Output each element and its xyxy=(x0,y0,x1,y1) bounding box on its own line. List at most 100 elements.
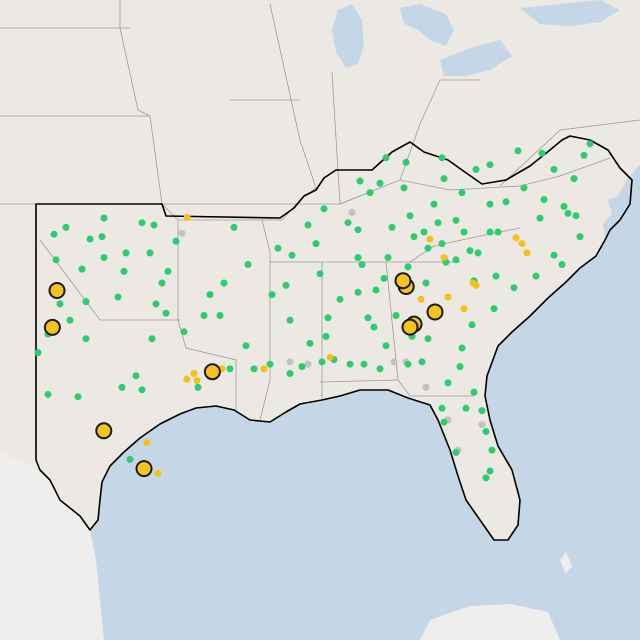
gray-marker[interactable] xyxy=(178,229,186,237)
yellow-marker[interactable] xyxy=(518,240,526,248)
green-marker[interactable] xyxy=(388,223,396,231)
green-marker[interactable] xyxy=(172,237,180,245)
green-marker[interactable] xyxy=(402,158,410,166)
yellow-marker[interactable] xyxy=(190,370,198,377)
green-marker[interactable] xyxy=(452,256,460,264)
green-marker[interactable] xyxy=(120,267,128,275)
green-marker[interactable] xyxy=(456,363,464,371)
green-marker[interactable] xyxy=(474,249,482,257)
yellow-marker[interactable] xyxy=(512,234,520,242)
green-marker[interactable] xyxy=(354,288,362,296)
gray-marker[interactable] xyxy=(478,421,486,429)
green-marker[interactable] xyxy=(324,314,332,322)
green-marker[interactable] xyxy=(532,272,540,280)
yellow-marker[interactable] xyxy=(183,213,191,221)
green-marker[interactable] xyxy=(494,228,502,236)
yellow-marker[interactable] xyxy=(193,377,201,384)
green-marker[interactable] xyxy=(424,335,432,343)
green-marker[interactable] xyxy=(322,332,330,340)
green-marker[interactable] xyxy=(62,223,70,231)
green-marker[interactable] xyxy=(360,360,368,368)
green-marker[interactable] xyxy=(458,189,466,197)
green-marker[interactable] xyxy=(510,284,518,292)
green-marker[interactable] xyxy=(376,179,384,187)
green-marker[interactable] xyxy=(490,305,498,313)
large-marker[interactable] xyxy=(394,272,412,290)
green-marker[interactable] xyxy=(376,365,384,373)
large-marker[interactable] xyxy=(401,318,419,336)
green-marker[interactable] xyxy=(266,360,274,368)
green-marker[interactable] xyxy=(502,198,510,206)
green-marker[interactable] xyxy=(306,339,314,347)
yellow-marker[interactable] xyxy=(440,254,448,261)
green-marker[interactable] xyxy=(288,251,296,259)
yellow-marker[interactable] xyxy=(260,365,268,373)
green-marker[interactable] xyxy=(440,175,448,183)
yellow-marker[interactable] xyxy=(444,293,452,301)
green-marker[interactable] xyxy=(316,270,324,278)
green-marker[interactable] xyxy=(158,279,166,287)
green-marker[interactable] xyxy=(346,360,354,368)
green-marker[interactable] xyxy=(380,274,388,282)
green-marker[interactable] xyxy=(492,272,500,280)
green-marker[interactable] xyxy=(50,230,58,238)
yellow-marker[interactable] xyxy=(460,305,468,313)
green-marker[interactable] xyxy=(384,254,392,261)
green-marker[interactable] xyxy=(78,265,86,273)
green-marker[interactable] xyxy=(420,228,428,236)
green-marker[interactable] xyxy=(482,474,490,482)
green-marker[interactable] xyxy=(122,249,130,257)
green-marker[interactable] xyxy=(372,286,380,294)
green-marker[interactable] xyxy=(312,240,320,248)
green-marker[interactable] xyxy=(370,323,378,331)
green-marker[interactable] xyxy=(452,448,460,456)
green-marker[interactable] xyxy=(148,335,156,343)
large-marker[interactable] xyxy=(48,282,66,299)
large-marker[interactable] xyxy=(203,363,221,381)
green-marker[interactable] xyxy=(424,244,432,252)
green-marker[interactable] xyxy=(34,349,42,357)
green-marker[interactable] xyxy=(114,293,122,301)
green-marker[interactable] xyxy=(138,219,146,227)
green-marker[interactable] xyxy=(86,235,94,243)
green-marker[interactable] xyxy=(268,291,276,299)
green-marker[interactable] xyxy=(358,261,366,268)
green-marker[interactable] xyxy=(392,312,400,319)
green-marker[interactable] xyxy=(572,212,580,220)
green-marker[interactable] xyxy=(100,254,108,261)
green-marker[interactable] xyxy=(486,467,494,475)
green-marker[interactable] xyxy=(418,358,426,366)
green-marker[interactable] xyxy=(400,184,408,192)
green-marker[interactable] xyxy=(132,372,140,380)
green-marker[interactable] xyxy=(230,223,238,231)
green-marker[interactable] xyxy=(354,254,362,261)
green-marker[interactable] xyxy=(404,263,412,271)
green-marker[interactable] xyxy=(452,216,460,224)
green-marker[interactable] xyxy=(576,233,584,241)
green-marker[interactable] xyxy=(44,390,52,398)
green-marker[interactable] xyxy=(406,212,414,220)
large-marker[interactable] xyxy=(95,422,113,440)
green-marker[interactable] xyxy=(146,249,154,257)
yellow-marker[interactable] xyxy=(326,353,334,361)
green-marker[interactable] xyxy=(180,328,188,336)
green-marker[interactable] xyxy=(404,360,412,368)
green-marker[interactable] xyxy=(118,383,126,391)
green-marker[interactable] xyxy=(444,379,452,387)
yellow-marker[interactable] xyxy=(143,439,151,447)
green-marker[interactable] xyxy=(164,267,172,275)
green-marker[interactable] xyxy=(286,370,294,377)
green-marker[interactable] xyxy=(486,228,494,236)
green-marker[interactable] xyxy=(98,233,106,241)
green-marker[interactable] xyxy=(538,149,546,157)
green-marker[interactable] xyxy=(194,383,202,391)
yellow-marker[interactable] xyxy=(469,279,477,287)
green-marker[interactable] xyxy=(550,165,558,173)
green-marker[interactable] xyxy=(422,279,430,287)
green-marker[interactable] xyxy=(152,300,160,308)
green-marker[interactable] xyxy=(286,316,294,324)
green-marker[interactable] xyxy=(298,363,306,371)
large-marker[interactable] xyxy=(426,303,444,321)
green-marker[interactable] xyxy=(320,205,328,213)
